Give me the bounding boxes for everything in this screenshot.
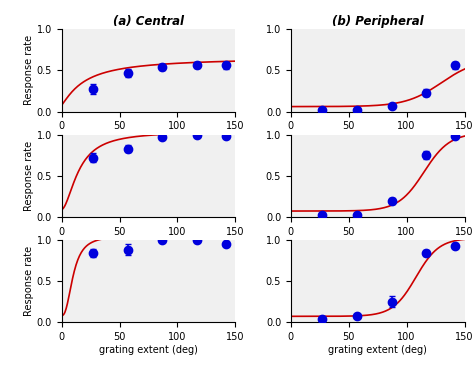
Y-axis label: Response rate: Response rate (24, 36, 34, 105)
Y-axis label: Response rate: Response rate (24, 246, 34, 316)
Title: (a) Central: (a) Central (113, 15, 184, 28)
X-axis label: grating extent (deg): grating extent (deg) (99, 344, 198, 355)
Title: (b) Peripheral: (b) Peripheral (332, 15, 423, 28)
Y-axis label: Response rate: Response rate (24, 141, 34, 211)
X-axis label: grating extent (deg): grating extent (deg) (328, 344, 427, 355)
